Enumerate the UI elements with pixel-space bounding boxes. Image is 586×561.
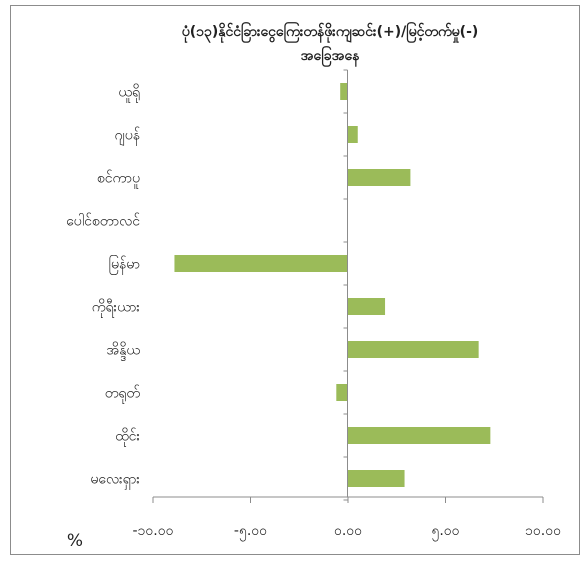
x-tick-label: ၁၀.၀၀ [525,523,561,539]
category-label: ဂျပန် [115,128,140,146]
chart-title-line-2: အခြေအနေ [301,46,360,67]
category-label: အိန္ဒိယ [106,343,140,361]
x-tick-label: -၅.၀၀ [234,523,267,541]
chart-title: ပုံ(၁၃)နိုင်ငံခြားငွေကြေးတန်ဖိုးကျဆင်း(+… [182,22,479,67]
category-label: မြန်မာ [109,256,140,275]
bar [174,255,348,272]
bar [340,83,348,100]
bar [336,384,348,401]
category-label: ထိုင်း [115,429,140,447]
x-tick-label: ၀.၀၀ [334,523,362,539]
bar [348,169,411,186]
labels-group: -၁၀.၀၀ -၅.၀၀ ၀.၀၀ ၅.၀၀ ၁၀.၀၀% ယူရိုဂျပန်စင်ကာ… [66,85,561,552]
bar [348,341,479,358]
bar [348,470,405,487]
x-tick-label: -၁၀.၀၀ [132,523,173,539]
category-label: မလေးရှား [90,472,140,490]
bars-group [174,83,491,487]
bar [348,126,358,143]
category-label: ယူရို [118,85,140,103]
category-label: ကိုရီးယား [92,300,141,318]
x-axis-label: % [67,531,83,551]
chart-frame [10,5,580,555]
x-tick-label: ၅.၀၀ [431,523,459,541]
bar [348,298,386,315]
category-label: စင်ကာပူ [97,171,140,189]
axes-group [152,69,544,503]
category-label: တရုတ် [105,386,141,404]
bar [348,427,491,444]
chart-title-line-1: ပုံ(၁၃)နိုင်ငံခြားငွေကြေးတန်ဖိုးကျဆင်း(+… [182,22,479,43]
category-label: ပေါင်စတာလင် [66,214,140,230]
